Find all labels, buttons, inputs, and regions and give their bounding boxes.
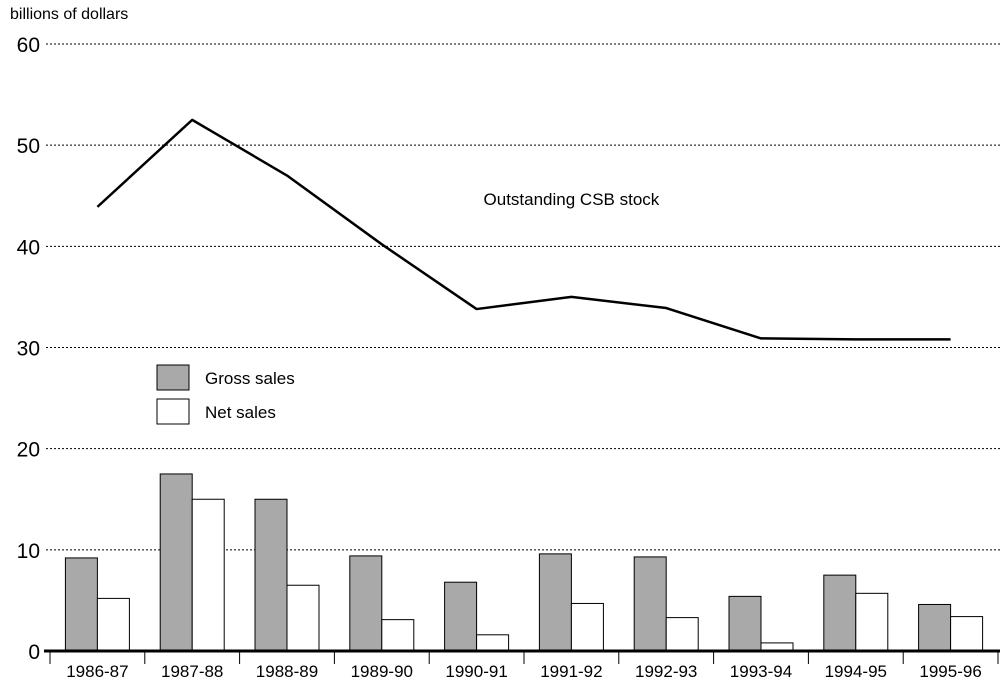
line-outstanding-csb-stock — [96, 118, 951, 341]
y-tick-label: 20 — [17, 439, 40, 462]
x-tick-label: 1992-93 — [635, 662, 697, 681]
line-series — [96, 118, 951, 341]
bar-net-sales — [476, 634, 510, 652]
bar-gross-sales — [918, 603, 952, 652]
y-tick-label: 10 — [17, 540, 40, 563]
y-tick-label: 60 — [17, 34, 40, 57]
bar-net-sales — [950, 616, 984, 652]
x-tick-label: 1987-88 — [161, 662, 223, 681]
bar-net-sales — [191, 498, 225, 652]
annotation-outstanding-csb-stock: Outstanding CSB stock — [484, 190, 660, 209]
bar-gross-sales — [349, 555, 383, 652]
bar-gross-sales — [633, 556, 667, 652]
bar-net-sales — [570, 602, 604, 652]
x-tick-label: 1988-89 — [256, 662, 318, 681]
x-tick-label: 1990-91 — [445, 662, 507, 681]
y-tick-label: 50 — [17, 135, 40, 158]
bar-gross-sales — [823, 574, 857, 652]
bar-gross-sales — [728, 595, 762, 652]
bar-net-sales — [381, 619, 415, 652]
y-tick-label: 40 — [17, 236, 40, 259]
legend: Gross sales Net sales — [156, 364, 295, 425]
bar-gross-sales — [538, 553, 572, 652]
annotations: Outstanding CSB stock — [484, 190, 660, 209]
y-axis-label: billions of dollars — [10, 6, 129, 23]
legend-swatch-net-sales — [156, 398, 190, 425]
bar-net-sales — [855, 592, 889, 652]
legend-label-gross-sales: Gross sales — [205, 369, 295, 388]
x-tick-label: 1994-95 — [825, 662, 887, 681]
y-tick-label: 0 — [28, 641, 40, 664]
legend-label-net-sales: Net sales — [205, 403, 276, 422]
x-tick-label: 1991-92 — [540, 662, 602, 681]
x-tick-label: 1986-87 — [66, 662, 128, 681]
y-tick-label: 30 — [17, 338, 40, 361]
axes: 0 10 20 30 40 50 60 1986-87 1987-88 1988-89 1989-9… — [17, 34, 1000, 681]
bar-net-sales — [96, 597, 130, 652]
bar-gross-sales — [64, 557, 98, 652]
bar-gross-sales — [159, 473, 193, 652]
x-tick-label: 1993-94 — [730, 662, 792, 681]
bars — [64, 473, 984, 652]
bar-net-sales — [665, 617, 699, 652]
bar-gross-sales — [444, 581, 478, 652]
bar-gross-sales — [254, 498, 288, 652]
gridlines — [46, 43, 1000, 551]
x-tick-label: 1989-90 — [351, 662, 413, 681]
bar-net-sales — [286, 584, 320, 652]
legend-swatch-gross-sales — [156, 364, 190, 391]
x-tick-label: 1995-96 — [919, 662, 981, 681]
